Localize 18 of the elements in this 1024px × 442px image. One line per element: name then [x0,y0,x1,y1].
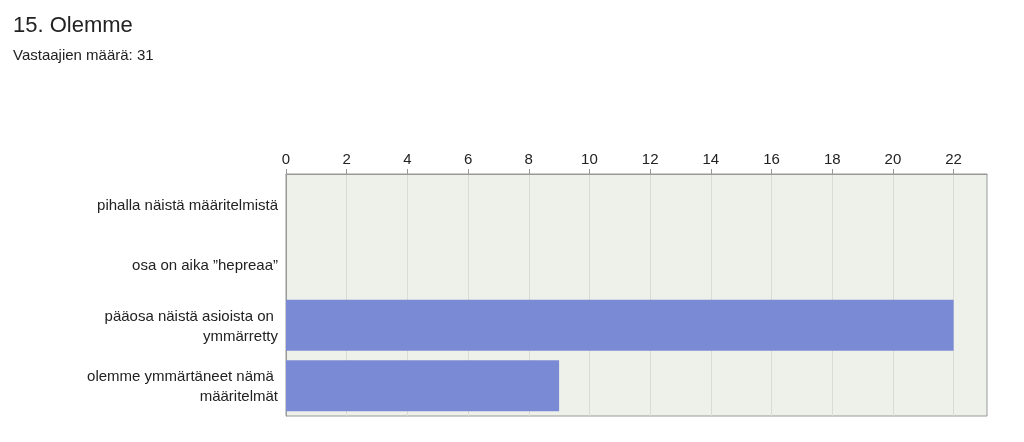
y-tick-label: pihalla näistä määritelmistä [97,195,279,213]
x-tick-label: 2 [342,150,351,167]
x-tick-label: 14 [702,150,720,167]
x-tick-label: 10 [581,150,598,167]
x-tick-label: 22 [945,150,962,167]
y-tick-label: olemme ymmärtäneet nämä määritelmät [87,367,279,405]
x-tick-label: 6 [463,150,473,167]
x-tick-label: 12 [641,150,659,167]
x-tick-label: 20 [884,150,902,167]
x-tick-label: 4 [403,150,412,167]
text: 15. Olemme [13,11,133,37]
x-tick-label: 0 [281,150,291,167]
y-tick-label: pääosa näistä asioista on ymmärretty [104,306,279,344]
x-tick-label: 16 [763,150,780,167]
text: Vastaajien määrä: 31 [13,46,154,63]
x-tick-label: 18 [823,150,841,167]
x-tick-label: 8 [524,150,533,167]
y-tick-label: osa on aika ”hepreaa” [132,256,278,274]
